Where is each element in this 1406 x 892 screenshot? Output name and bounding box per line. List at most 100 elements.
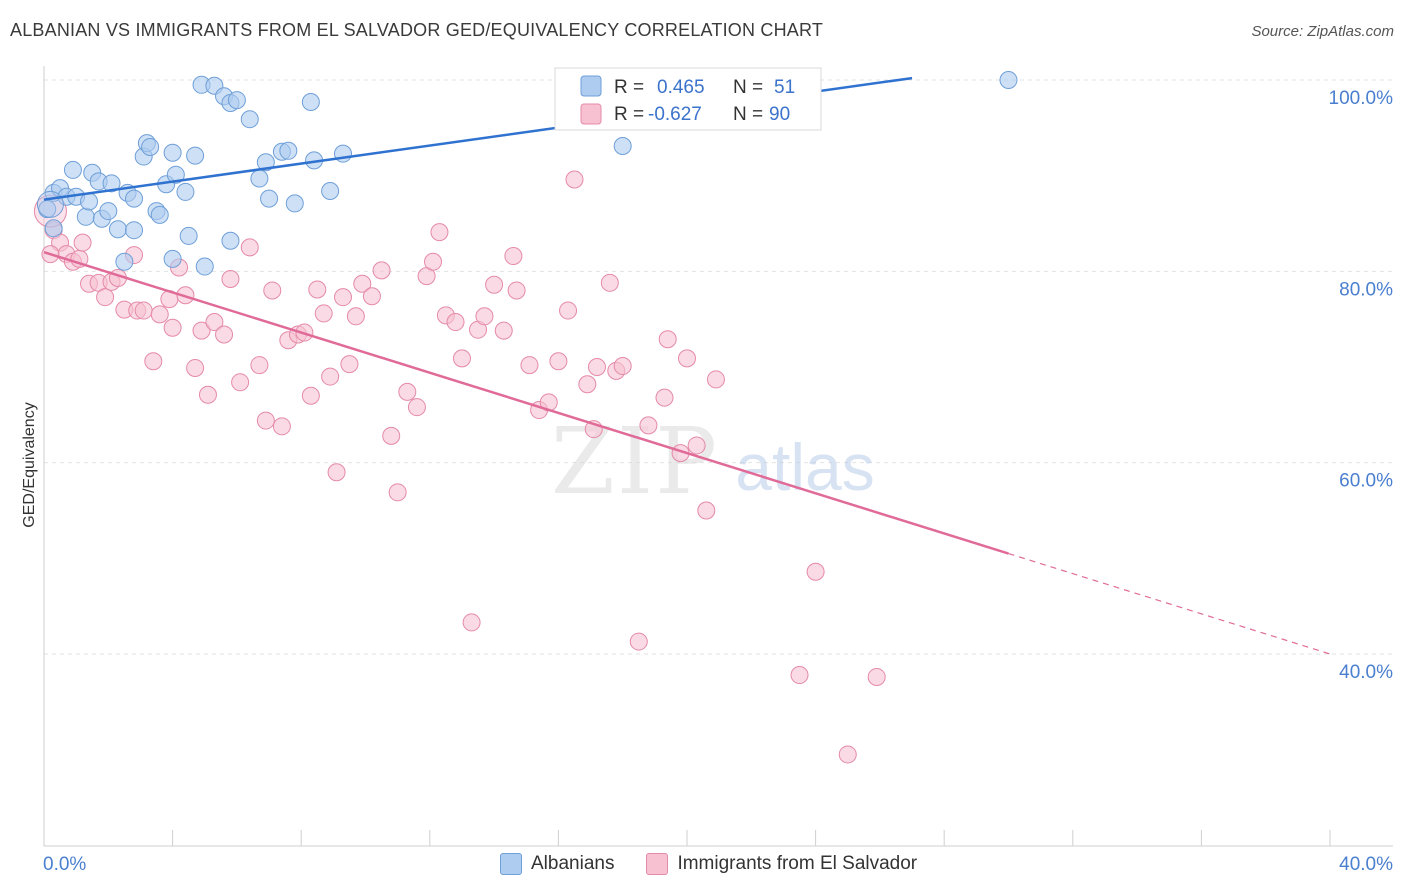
data-point-immigrants bbox=[198, 385, 217, 404]
data-point-albanians bbox=[279, 141, 298, 160]
data-point-immigrants bbox=[578, 375, 597, 394]
data-point-immigrants bbox=[565, 170, 584, 189]
data-point-albanians bbox=[613, 137, 632, 156]
data-point-immigrants bbox=[73, 233, 92, 252]
data-point-immigrants bbox=[340, 355, 359, 374]
legend-swatch-immigrants bbox=[646, 853, 669, 875]
y-tick-label: 60.0% bbox=[1339, 471, 1393, 492]
data-point-albanians bbox=[999, 71, 1018, 89]
data-point-albanians bbox=[63, 160, 82, 179]
x-tick-label: 0.0% bbox=[43, 854, 86, 875]
chart-title: ALBANIAN VS IMMIGRANTS FROM EL SALVADOR … bbox=[10, 20, 824, 40]
data-point-immigrants bbox=[639, 416, 658, 435]
data-point-immigrants bbox=[475, 307, 494, 326]
data-point-albanians bbox=[102, 174, 121, 193]
data-point-immigrants bbox=[134, 301, 153, 320]
y-tick-label: 40.0% bbox=[1339, 662, 1393, 683]
data-point-immigrants bbox=[520, 356, 539, 375]
data-point-albanians bbox=[163, 249, 182, 268]
data-point-immigrants bbox=[655, 388, 674, 407]
data-point-albanians bbox=[76, 207, 95, 226]
data-point-albanians bbox=[176, 182, 195, 201]
data-point-immigrants bbox=[362, 287, 381, 306]
data-point-immigrants bbox=[587, 358, 606, 376]
stats-r-value-2: -0.627 bbox=[648, 104, 702, 125]
data-point-albanians-cluster bbox=[36, 190, 64, 218]
data-point-immigrants bbox=[263, 281, 282, 300]
stats-n-label-2: N = bbox=[733, 104, 763, 125]
data-point-immigrants bbox=[256, 411, 275, 430]
stats-legend-blue-swatch bbox=[580, 75, 602, 97]
immigrants-el-salvador-points bbox=[33, 170, 886, 764]
legend-swatch-albanians bbox=[500, 853, 522, 875]
data-point-albanians bbox=[150, 205, 169, 224]
data-point-immigrants bbox=[215, 325, 234, 344]
data-point-albanians bbox=[250, 169, 269, 188]
data-point-immigrants bbox=[221, 269, 240, 288]
data-point-immigrants bbox=[697, 501, 716, 520]
data-point-immigrants bbox=[507, 281, 526, 300]
watermark-atlas: atlas bbox=[735, 430, 874, 504]
data-point-albanians bbox=[301, 93, 320, 112]
data-point-albanians bbox=[221, 231, 240, 250]
data-point-immigrants bbox=[372, 261, 391, 280]
stats-n-label-1: N = bbox=[733, 77, 763, 98]
legend-label-albanians: Albanians bbox=[531, 853, 615, 874]
data-point-immigrants bbox=[192, 321, 211, 340]
data-point-immigrants bbox=[838, 745, 857, 764]
data-point-immigrants bbox=[867, 667, 886, 686]
data-point-immigrants bbox=[658, 330, 677, 349]
data-point-albanians bbox=[141, 137, 160, 156]
y-tick-label: 80.0% bbox=[1339, 279, 1393, 300]
data-point-immigrants bbox=[163, 318, 182, 337]
data-point-albanians bbox=[321, 181, 340, 200]
data-point-immigrants bbox=[205, 313, 224, 332]
data-point-immigrants bbox=[452, 349, 471, 368]
data-point-immigrants bbox=[301, 386, 320, 405]
data-point-immigrants bbox=[678, 349, 696, 368]
legend-item-albanians: Albanians bbox=[500, 853, 614, 875]
data-point-immigrants bbox=[398, 382, 417, 401]
data-point-immigrants bbox=[333, 288, 352, 307]
data-point-albanians bbox=[115, 252, 134, 271]
watermark-zip: ZIP bbox=[551, 408, 719, 515]
data-point-immigrants bbox=[250, 356, 269, 375]
data-point-immigrants bbox=[240, 238, 259, 257]
data-point-albanians bbox=[125, 189, 144, 208]
data-point-immigrants bbox=[327, 463, 346, 482]
data-point-immigrants bbox=[549, 352, 568, 371]
albanians-points bbox=[36, 71, 1018, 276]
data-point-albanians bbox=[186, 146, 205, 165]
data-point-immigrants bbox=[600, 273, 619, 292]
data-point-albanians bbox=[125, 221, 144, 240]
data-point-albanians bbox=[166, 165, 185, 184]
data-point-albanians bbox=[195, 257, 214, 276]
data-point-albanians bbox=[99, 202, 118, 221]
data-point-immigrants bbox=[687, 436, 706, 455]
data-point-albanians bbox=[260, 189, 279, 208]
series-legend: Albanians Immigrants from El Salvador bbox=[500, 852, 939, 876]
legend-item-immigrants: Immigrants from El Salvador bbox=[646, 853, 917, 875]
data-point-immigrants bbox=[494, 321, 513, 340]
data-point-immigrants bbox=[462, 613, 481, 632]
data-point-albanians bbox=[80, 192, 99, 211]
data-point-immigrants bbox=[382, 426, 401, 445]
data-point-immigrants bbox=[314, 304, 333, 323]
data-point-immigrants bbox=[308, 280, 327, 299]
data-point-immigrants bbox=[407, 398, 426, 417]
stats-n-value-2: 90 bbox=[769, 104, 790, 125]
data-point-albanians bbox=[163, 143, 182, 162]
data-point-immigrants bbox=[272, 417, 291, 436]
data-point-immigrants bbox=[321, 367, 340, 386]
trendline-immigrants-extension bbox=[1008, 552, 1331, 655]
x-tick-label: 40.0% bbox=[1339, 854, 1393, 875]
stats-r-label-1: R = bbox=[614, 77, 644, 98]
data-point-immigrants bbox=[231, 373, 250, 392]
data-point-immigrants bbox=[150, 305, 169, 324]
data-point-albanians bbox=[44, 219, 63, 238]
data-point-immigrants bbox=[629, 632, 648, 651]
data-point-immigrants bbox=[806, 562, 825, 581]
tick-labels: 100.0% 80.0% 60.0% 40.0% 0.0% 40.0% bbox=[43, 88, 1393, 875]
data-point-immigrants bbox=[353, 274, 372, 293]
